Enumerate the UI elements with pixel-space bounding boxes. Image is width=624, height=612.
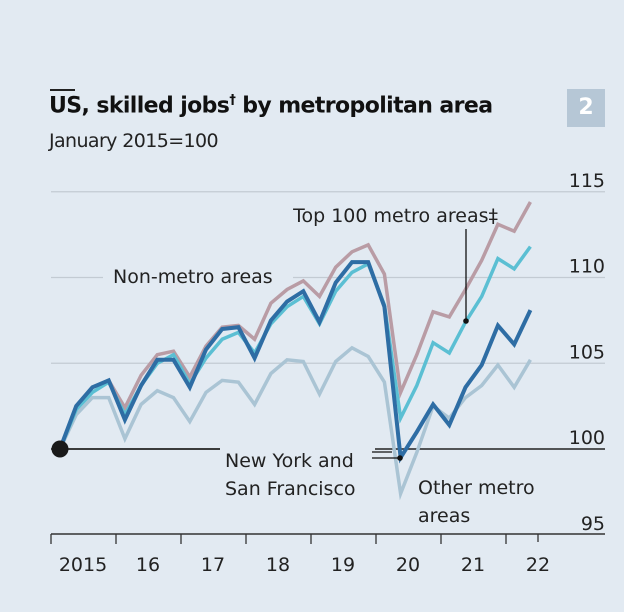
chart-title: US, skilled jobs† by metropolitan area xyxy=(49,93,493,119)
y-tick-label: 100 xyxy=(569,427,605,449)
x-tick-label: 16 xyxy=(136,554,160,576)
title-rule xyxy=(50,89,75,91)
title-footnote-mark: † xyxy=(229,93,236,108)
label-new-york-and: New York and xyxy=(225,450,354,472)
label-other-metro-areas: areas xyxy=(418,505,470,527)
chart-subtitle: January 2015=100 xyxy=(49,130,219,152)
x-tick-label: 18 xyxy=(266,554,290,576)
y-tick-label: 95 xyxy=(581,513,605,535)
label-non-metro-areas: Non-metro areas xyxy=(113,266,273,288)
label-san-francisco: San Francisco xyxy=(225,478,356,500)
x-tick-label: 20 xyxy=(396,554,420,576)
series-line-non-metro-areas xyxy=(58,201,532,450)
leader-dot-top100 xyxy=(463,318,469,324)
x-tick-label: 19 xyxy=(331,554,355,576)
x-tick-label: 17 xyxy=(201,554,225,576)
label-bg-nonmetro xyxy=(103,262,293,288)
y-tick-label: 115 xyxy=(569,170,605,192)
label-top-100-metro-areas: Top 100 metro areas‡ xyxy=(292,205,498,227)
y-tick-label: 105 xyxy=(569,341,605,363)
x-tick-label: 22 xyxy=(526,554,550,576)
x-tick-label: 21 xyxy=(461,554,485,576)
series-line-new-york-and-san-francisco xyxy=(58,260,533,464)
chart-title-rest: by metropolitan area xyxy=(235,93,493,119)
label-other-metro: Other metro xyxy=(418,477,535,499)
label-bg-nysf xyxy=(220,444,375,500)
x-tick-label: 2015 xyxy=(59,554,107,576)
start-point-dot xyxy=(51,440,69,458)
leader-dot-nysf xyxy=(397,455,403,461)
chart-title-text: US, skilled jobs xyxy=(49,93,230,119)
y-tick-label: 110 xyxy=(569,256,605,278)
chart-number-badge: 2 xyxy=(567,89,605,127)
